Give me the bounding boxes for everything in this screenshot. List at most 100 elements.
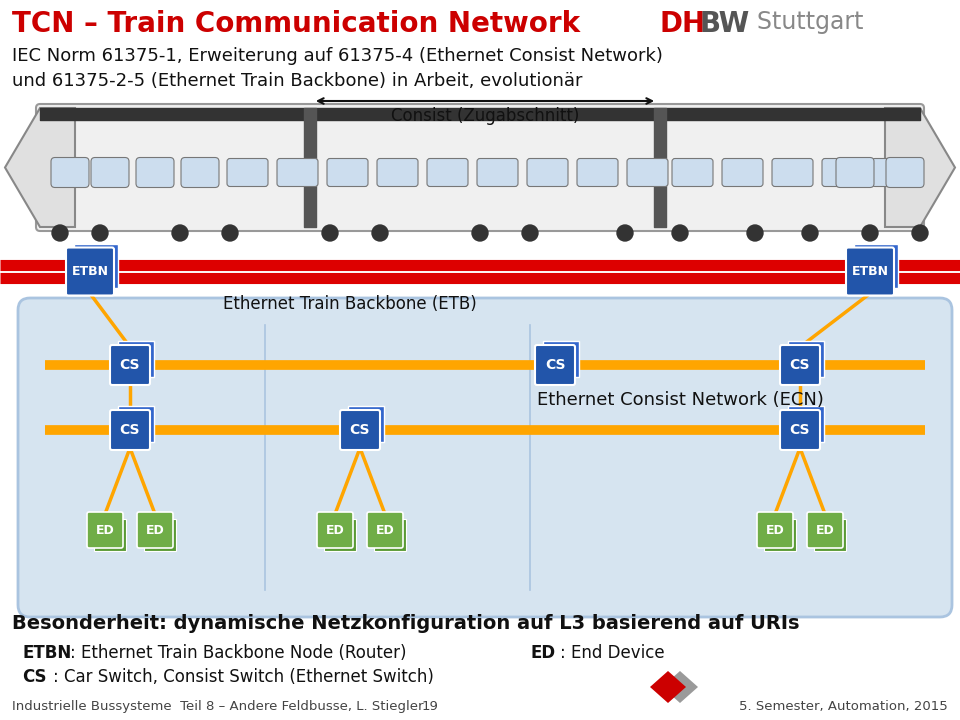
FancyBboxPatch shape [94,519,126,551]
Text: ED: ED [375,523,395,536]
Text: BW: BW [700,10,751,38]
FancyBboxPatch shape [627,158,668,186]
Text: CS: CS [790,358,810,372]
FancyBboxPatch shape [807,512,843,548]
Text: Ethernet Consist Network (ECN): Ethernet Consist Network (ECN) [537,391,824,409]
Text: CS: CS [790,423,810,437]
Text: CS: CS [349,423,371,437]
Text: 19: 19 [421,700,439,713]
Text: Besonderheit: dynamische Netzkonfiguration auf L3 basierend auf URIs: Besonderheit: dynamische Netzkonfigurati… [12,614,800,633]
FancyBboxPatch shape [846,248,894,295]
FancyBboxPatch shape [144,519,176,551]
Text: Ethernet Train Backbone (ETB): Ethernet Train Backbone (ETB) [223,295,477,313]
Text: : End Device: : End Device [560,644,664,662]
FancyBboxPatch shape [18,298,952,617]
FancyBboxPatch shape [137,512,173,548]
FancyBboxPatch shape [764,519,796,551]
FancyBboxPatch shape [324,519,356,551]
Text: ED: ED [96,523,114,536]
FancyBboxPatch shape [527,158,568,186]
FancyBboxPatch shape [110,345,150,385]
FancyBboxPatch shape [374,519,406,551]
Polygon shape [5,108,75,227]
FancyBboxPatch shape [788,406,824,442]
FancyBboxPatch shape [227,158,268,186]
Circle shape [617,225,633,241]
FancyBboxPatch shape [340,410,380,450]
Circle shape [802,225,818,241]
Circle shape [92,225,108,241]
FancyBboxPatch shape [327,158,368,186]
Text: ED: ED [146,523,164,536]
FancyBboxPatch shape [814,519,846,551]
Text: ED: ED [766,523,784,536]
FancyBboxPatch shape [780,410,820,450]
FancyBboxPatch shape [427,158,468,186]
FancyBboxPatch shape [110,410,150,450]
FancyBboxPatch shape [543,341,579,377]
Circle shape [522,225,538,241]
FancyBboxPatch shape [74,243,118,287]
FancyBboxPatch shape [577,158,618,186]
FancyBboxPatch shape [367,512,403,548]
FancyBboxPatch shape [377,158,418,186]
Circle shape [322,225,338,241]
Polygon shape [650,671,686,703]
FancyBboxPatch shape [822,158,863,186]
Text: TCN – Train Communication Network: TCN – Train Communication Network [12,10,580,38]
FancyBboxPatch shape [36,104,924,231]
Circle shape [672,225,688,241]
FancyBboxPatch shape [886,158,924,187]
Text: und 61375-2-5 (Ethernet Train Backbone) in Arbeit, evolutionär: und 61375-2-5 (Ethernet Train Backbone) … [12,72,583,90]
Circle shape [172,225,188,241]
Text: CS: CS [120,423,140,437]
FancyBboxPatch shape [477,158,518,186]
FancyBboxPatch shape [317,512,353,548]
Circle shape [222,225,238,241]
Text: Consist (Zugabschnitt): Consist (Zugabschnitt) [391,107,579,125]
FancyBboxPatch shape [757,512,793,548]
Text: IEC Norm 61375-1, Erweiterung auf 61375-4 (Ethernet Consist Network): IEC Norm 61375-1, Erweiterung auf 61375-… [12,47,662,65]
FancyBboxPatch shape [836,158,874,187]
Circle shape [372,225,388,241]
FancyBboxPatch shape [854,243,898,287]
Circle shape [862,225,878,241]
Text: 5. Semester, Automation, 2015: 5. Semester, Automation, 2015 [739,700,948,713]
FancyBboxPatch shape [66,248,114,295]
FancyBboxPatch shape [51,158,89,187]
FancyBboxPatch shape [722,158,763,186]
Text: ED: ED [816,523,834,536]
FancyBboxPatch shape [136,158,174,187]
FancyBboxPatch shape [672,158,713,186]
Text: CS: CS [22,668,46,686]
FancyBboxPatch shape [91,158,129,187]
Text: ETBN: ETBN [71,265,108,278]
Text: : Ethernet Train Backbone Node (Router): : Ethernet Train Backbone Node (Router) [70,644,406,662]
Text: DH: DH [660,10,707,38]
Polygon shape [662,671,698,703]
Circle shape [747,225,763,241]
Polygon shape [885,108,955,227]
Text: CS: CS [120,358,140,372]
FancyBboxPatch shape [535,345,575,385]
FancyBboxPatch shape [780,345,820,385]
FancyBboxPatch shape [118,406,154,442]
Text: Industrielle Bussysteme  Teil 8 – Andere Feldbusse, L. Stiegler: Industrielle Bussysteme Teil 8 – Andere … [12,700,423,713]
FancyBboxPatch shape [181,158,219,187]
Text: ETBN: ETBN [22,644,71,662]
Text: ETBN: ETBN [852,265,889,278]
Circle shape [52,225,68,241]
FancyBboxPatch shape [788,341,824,377]
Text: : Car Switch, Consist Switch (Ethernet Switch): : Car Switch, Consist Switch (Ethernet S… [53,668,434,686]
Text: ED: ED [325,523,345,536]
Circle shape [912,225,928,241]
FancyBboxPatch shape [87,512,123,548]
FancyBboxPatch shape [277,158,318,186]
FancyBboxPatch shape [348,406,384,442]
FancyBboxPatch shape [872,158,913,186]
Text: Stuttgart: Stuttgart [742,10,863,34]
FancyBboxPatch shape [118,341,154,377]
Circle shape [472,225,488,241]
FancyBboxPatch shape [772,158,813,186]
Text: CS: CS [544,358,565,372]
